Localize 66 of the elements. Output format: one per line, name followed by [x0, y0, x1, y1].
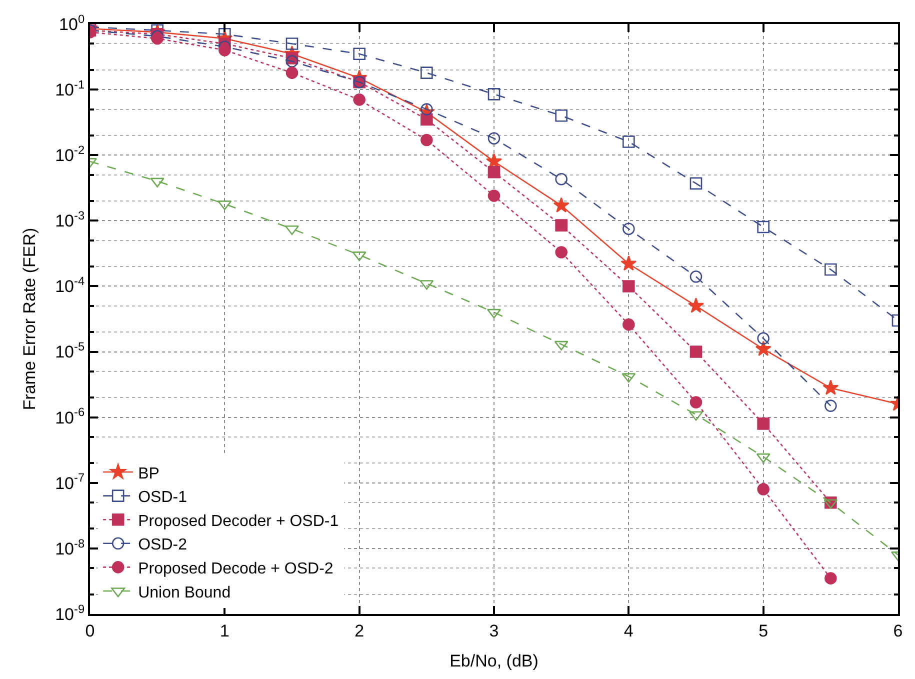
point — [286, 38, 298, 50]
point — [757, 483, 770, 496]
point — [757, 418, 770, 430]
point — [622, 318, 635, 331]
y-tick-label: 10$^{-1}$ — [55, 77, 85, 100]
point — [620, 255, 637, 271]
point — [555, 246, 568, 258]
point — [622, 222, 635, 236]
point — [822, 380, 839, 395]
point — [353, 48, 366, 60]
point — [555, 109, 568, 122]
point — [488, 132, 500, 145]
point — [688, 298, 704, 313]
point — [690, 346, 702, 358]
x-tick-label: 6 — [893, 621, 903, 640]
y-tick-label: 10$^{-3}$ — [55, 208, 85, 231]
legend-label: Proposed Decoder + OSD-1 — [138, 512, 339, 530]
point — [285, 225, 299, 236]
point — [689, 411, 703, 421]
point — [755, 340, 772, 356]
point — [488, 190, 500, 202]
point — [757, 220, 770, 234]
point — [286, 66, 298, 79]
point — [690, 177, 702, 190]
point — [487, 308, 501, 318]
legend-label: Proposed Decode + OSD-2 — [138, 560, 334, 578]
y-tick-label: 10$^{-5}$ — [55, 340, 85, 362]
x-tick-label: 2 — [354, 621, 364, 640]
point — [757, 332, 770, 345]
legend-label: BP — [138, 465, 160, 482]
x-tick-label: 4 — [624, 621, 634, 640]
y-axis-title: Frame Error Rate (FER) — [20, 228, 40, 410]
point — [690, 396, 702, 408]
x-tick-label: 0 — [85, 621, 95, 640]
point — [824, 263, 837, 276]
x-tick-label: 3 — [489, 621, 499, 640]
y-tick-label: 10$^{-7}$ — [55, 470, 85, 493]
x-tick-label: 5 — [758, 621, 768, 640]
point — [824, 572, 837, 584]
point — [824, 400, 837, 412]
y-tick-label: 10$^{-6}$ — [55, 405, 85, 428]
point — [553, 197, 570, 212]
point — [420, 113, 433, 126]
legend-label: Union Bound — [138, 584, 231, 602]
point — [622, 280, 635, 292]
x-axis-title: Eb/No, (dB) — [450, 651, 538, 670]
point — [420, 134, 433, 146]
point — [690, 270, 702, 283]
point — [488, 166, 500, 178]
y-tick-label: 10$^{-9}$ — [55, 602, 85, 624]
point — [488, 88, 500, 100]
y-tick-label: 10$^{-2}$ — [55, 142, 85, 166]
y-tick-label: 10$^{-8}$ — [55, 536, 85, 558]
point — [420, 66, 433, 79]
point — [555, 219, 568, 232]
point — [286, 55, 298, 68]
point — [151, 32, 164, 45]
x-tick-label: 1 — [220, 621, 230, 640]
point — [555, 172, 568, 186]
y-tick-label: 10$^{-4}$ — [55, 274, 85, 296]
point — [622, 136, 635, 148]
legend-label: OSD-2 — [138, 536, 188, 554]
legend-label: OSD-1 — [138, 489, 188, 506]
y-tick-label: 10$^{0}$ — [59, 12, 85, 34]
point — [420, 103, 433, 116]
point — [353, 94, 366, 106]
